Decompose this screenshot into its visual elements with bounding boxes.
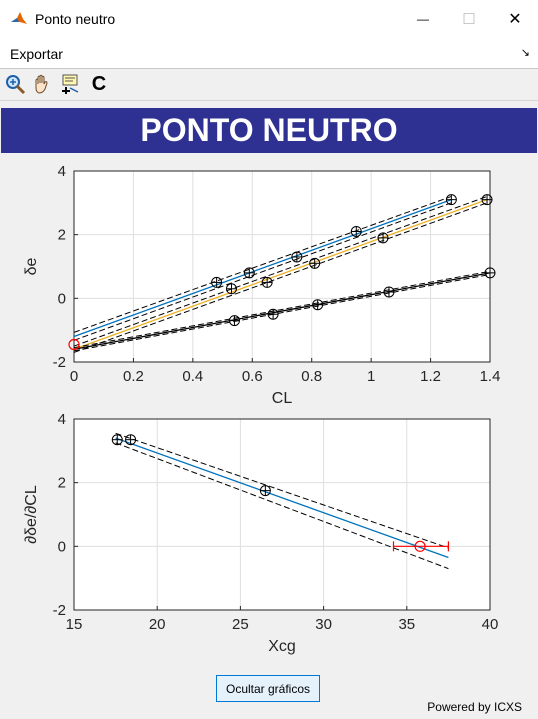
chart1-x-tick-label: 0 xyxy=(70,368,78,385)
powered-by-label: Powered by ICXS xyxy=(427,700,522,714)
chart1-data-point xyxy=(228,315,240,327)
chart1-data-point xyxy=(267,308,279,320)
pan-hand-icon[interactable] xyxy=(31,73,53,95)
chart1-confidence-line xyxy=(73,270,491,349)
chart1-confidence-line xyxy=(73,195,488,347)
chart2-x-tick-label: 40 xyxy=(482,616,499,633)
chart2-y-tick-label: 2 xyxy=(58,475,66,492)
chart2-fit-line xyxy=(115,437,449,559)
chart2-x-tick-label: 20 xyxy=(149,616,166,633)
chart2-axes-box xyxy=(73,418,491,611)
chart2-y-tick-label: -2 xyxy=(53,602,66,619)
chart1-data-point xyxy=(312,299,324,311)
chart1-data-point xyxy=(484,267,496,279)
chart2-data-point xyxy=(125,434,137,446)
chart2-y-tick-label: 4 xyxy=(58,411,66,428)
chart1-x-axis-label: CL xyxy=(272,390,293,407)
menu-exportar[interactable]: Exportar xyxy=(10,46,63,62)
chart1-intercept-point xyxy=(68,338,80,351)
chart2-plot-area xyxy=(74,419,490,610)
chart2-confidence-line xyxy=(115,442,449,570)
chart2-x-tick-label: 25 xyxy=(232,616,249,633)
chart1-data-point xyxy=(383,286,395,298)
zoom-icon[interactable] xyxy=(4,73,26,95)
close-button[interactable]: ✕ xyxy=(492,0,538,38)
chart2-x-axis-label: Xcg xyxy=(268,638,296,655)
menu-overflow-icon[interactable]: ↘ xyxy=(520,47,530,59)
copy-c-icon[interactable]: C xyxy=(91,73,107,95)
chart2-x-tick-label: 30 xyxy=(315,616,332,633)
close-icon: ✕ xyxy=(508,11,522,28)
chart1-data-point xyxy=(291,251,303,263)
title-bar: Ponto neutro — ☐ ✕ xyxy=(0,0,538,38)
chart1-x-tick-label: 0.4 xyxy=(182,368,203,385)
chart2-confidence-line xyxy=(115,432,449,549)
chart1-plot-area xyxy=(74,171,490,362)
chart1-x-tick-label: 0.2 xyxy=(123,368,144,385)
chart1-x-tick-label: 0.8 xyxy=(301,368,322,385)
chart1-data-point xyxy=(350,225,362,237)
chart1-y-tick-label: 4 xyxy=(58,163,66,180)
chart1-confidence-line xyxy=(73,195,452,333)
chart1-data-point xyxy=(243,267,255,279)
chart1-x-tick-label: 0.6 xyxy=(242,368,263,385)
chart1-x-tick-label: 1.4 xyxy=(480,368,501,385)
chart1-confidence-line xyxy=(73,202,452,341)
maximize-icon: ☐ xyxy=(462,11,476,28)
page-title: PONTO NEUTRO xyxy=(1,108,537,153)
chart1-data-point xyxy=(481,194,493,206)
chart1-data-point xyxy=(445,194,457,206)
chart2-neutral-marker xyxy=(414,540,426,552)
chart1-confidence-line xyxy=(73,273,491,352)
chart1-fit-line xyxy=(73,199,452,338)
chart2-x-tick-label: 15 xyxy=(66,616,83,633)
chart2-neutral-point xyxy=(392,540,449,552)
chart1-data-point xyxy=(211,276,223,288)
window-title: Ponto neutro xyxy=(35,11,116,27)
chart1-axes-box xyxy=(73,170,491,363)
data-cursor-icon[interactable] xyxy=(59,73,81,95)
toolbar: C xyxy=(0,69,538,101)
chart2-x-tick-label: 35 xyxy=(398,616,415,633)
chart1-series-2 xyxy=(73,267,496,352)
chart1-x-tick-label: 1 xyxy=(367,368,375,385)
chart1-fit-line xyxy=(73,199,488,350)
minimize-icon: — xyxy=(417,12,429,26)
hide-graphs-button[interactable]: Ocultar gráficos xyxy=(216,675,320,702)
chart-xcg-slope: 15 20 25 30 35 40 -2 0 2 4 Xcg ∂δe/∂CL xyxy=(23,411,498,655)
chart1-y-tick-label: 0 xyxy=(58,290,66,307)
chart2-y-tick-label: 0 xyxy=(58,538,66,555)
chart1-data-point xyxy=(261,276,273,288)
maximize-button[interactable]: ☐ xyxy=(446,0,492,38)
chart1-data-point xyxy=(377,232,389,244)
chart1-data-point xyxy=(225,283,237,295)
chart1-series-1 xyxy=(73,194,493,353)
chart1-y-axis-label: δe xyxy=(23,258,40,276)
chart1-data-point xyxy=(309,257,321,269)
chart2-y-axis-label: ∂δe/∂CL xyxy=(23,485,40,544)
chart2-data-point xyxy=(259,485,271,497)
chart2-data-point xyxy=(111,434,123,446)
matlab-app-icon xyxy=(10,10,28,28)
minimize-button[interactable]: — xyxy=(400,0,446,38)
chart1-y-tick-label: 2 xyxy=(58,227,66,244)
chart1-y-tick-label: -2 xyxy=(53,354,66,371)
chart1-fit-line xyxy=(73,272,491,350)
menu-bar: Exportar ↘ xyxy=(0,38,538,69)
chart1-confidence-line xyxy=(73,202,488,353)
chart1-x-tick-label: 1.2 xyxy=(420,368,441,385)
chart1-series-0 xyxy=(73,194,457,341)
